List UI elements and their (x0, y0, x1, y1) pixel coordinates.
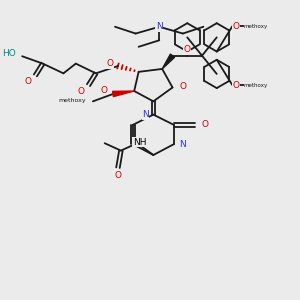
Text: O: O (179, 82, 186, 91)
Text: methoxy: methoxy (244, 82, 268, 88)
Text: O: O (101, 86, 108, 95)
Text: O: O (78, 86, 85, 95)
Text: O: O (232, 22, 239, 31)
Text: methoxy: methoxy (58, 98, 85, 103)
Text: O: O (106, 59, 113, 68)
Text: N: N (142, 110, 149, 119)
Text: HO: HO (2, 50, 16, 58)
Text: N: N (179, 140, 186, 148)
Polygon shape (112, 91, 134, 97)
Text: O: O (184, 45, 191, 54)
Text: O: O (248, 82, 253, 87)
Text: N: N (156, 22, 163, 31)
Text: NH: NH (133, 138, 146, 147)
Text: O: O (201, 120, 208, 129)
Polygon shape (162, 54, 175, 69)
Text: O: O (232, 81, 239, 90)
Text: methoxy: methoxy (244, 24, 268, 29)
Text: O: O (25, 77, 32, 86)
Text: O: O (115, 171, 122, 180)
